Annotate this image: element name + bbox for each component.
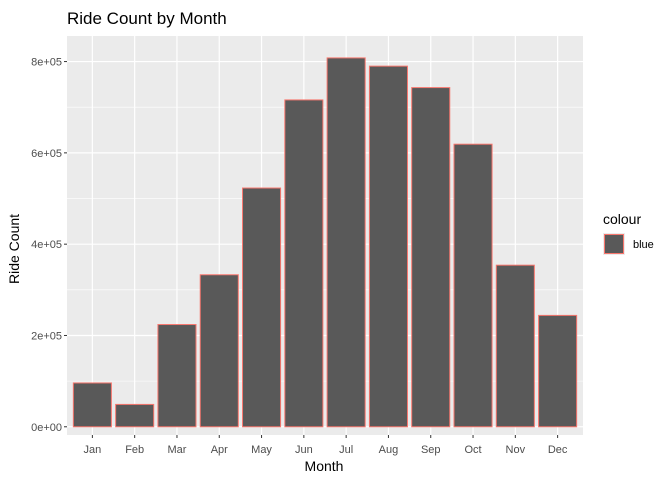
bar-mar	[157, 324, 197, 428]
x-tick-label-dec: Dec	[548, 444, 568, 456]
bar-may	[242, 187, 282, 428]
x-axis-title: Month	[305, 458, 344, 474]
x-tick-label-mar: Mar	[167, 444, 186, 456]
legend-label: blue	[633, 239, 654, 251]
x-tick-label-nov: Nov	[506, 444, 526, 456]
x-tick-label-apr: Apr	[211, 444, 228, 456]
bar-jun	[284, 99, 324, 428]
x-tick-label-feb: Feb	[125, 444, 144, 456]
y-axis-title: Ride Count	[6, 214, 22, 284]
bar-oct	[453, 143, 493, 428]
x-tick-label-sep: Sep	[421, 444, 441, 456]
y-axis: 0e+00 2e+05 4e+05 6e+05 8e+05	[31, 57, 67, 434]
bar-dec	[538, 314, 578, 428]
y-tick-label: 8e+05	[31, 57, 62, 69]
x-tick-label-jun: Jun	[295, 444, 313, 456]
bar-sep	[411, 87, 451, 428]
bar-nov	[495, 264, 535, 428]
legend-title: colour	[603, 211, 641, 227]
x-tick-label-jan: Jan	[84, 444, 102, 456]
x-axis: Jan Feb Mar Apr May Jun Jul Aug Sep Oct Nov Dec	[84, 435, 568, 456]
legend: colour blue	[603, 211, 654, 255]
x-tick-label-oct: Oct	[464, 444, 481, 456]
y-tick-label: 2e+05	[31, 330, 62, 342]
y-tick-label: 6e+05	[31, 148, 62, 160]
bar-jul	[326, 57, 366, 428]
x-tick-label-may: May	[251, 444, 272, 456]
bar-apr	[199, 274, 239, 428]
x-tick-label-aug: Aug	[379, 444, 399, 456]
y-tick-label: 0e+00	[31, 422, 62, 434]
chart-title: Ride Count by Month	[67, 9, 227, 28]
bar-jan	[72, 382, 112, 428]
bar-feb	[115, 403, 155, 428]
bars	[72, 57, 578, 428]
y-tick-label: 4e+05	[31, 239, 62, 251]
bar-aug	[368, 65, 408, 428]
x-tick-label-jul: Jul	[339, 444, 353, 456]
legend-swatch	[604, 234, 624, 254]
